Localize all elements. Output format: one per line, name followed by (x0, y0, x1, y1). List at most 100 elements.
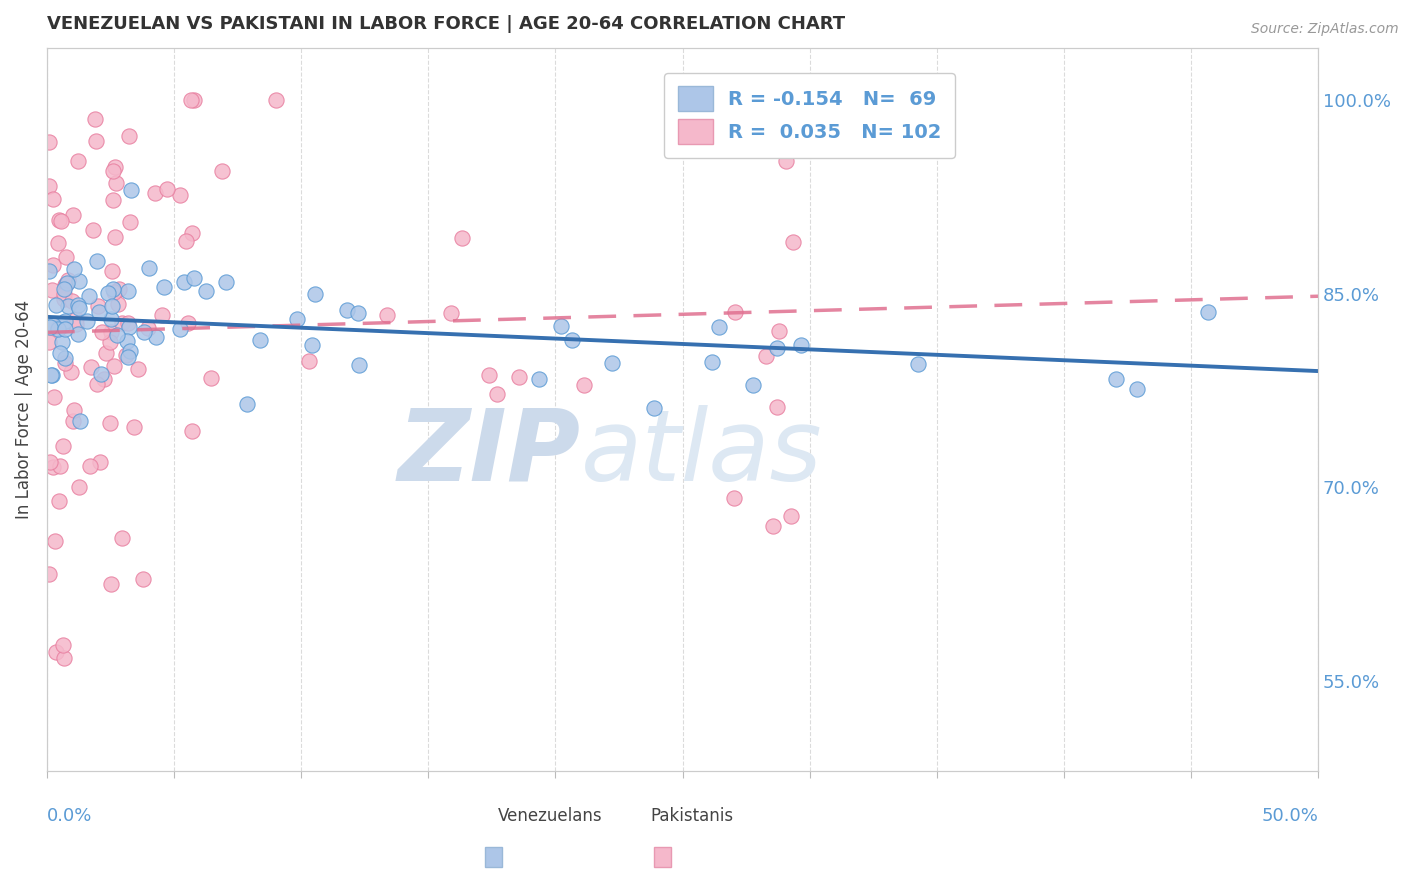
Point (765, 341, 787, 355)
Point (53, 322, 76, 336)
Point (105, 328, 128, 343)
Point (38, 264, 60, 278)
Point (111, 531, 134, 545)
Point (143, 186, 166, 200)
Point (132, 326, 155, 340)
Point (127, 362, 149, 376)
Point (100, 311, 122, 326)
Point (103, 285, 125, 299)
Point (60, 293, 83, 308)
Legend: R = -0.154   N=  69, R =  0.035   N= 102: R = -0.154 N= 69, R = 0.035 N= 102 (664, 72, 955, 158)
Point (723, 491, 745, 506)
Point (110, 316, 132, 330)
Point (298, 353, 321, 368)
Point (84, 134, 107, 148)
Point (118, 128, 141, 143)
Point (180, 93, 202, 107)
Point (63, 403, 86, 417)
Point (97, 286, 120, 301)
Point (67, 301, 90, 316)
Point (285, 312, 308, 326)
Point (87, 305, 110, 319)
Point (508, 369, 530, 384)
Point (77, 289, 100, 303)
Point (766, 400, 789, 414)
Point (115, 334, 138, 348)
Point (194, 285, 217, 299)
Point (67, 274, 90, 288)
Point (76, 314, 98, 328)
Point (173, 276, 195, 290)
Point (136, 321, 159, 335)
Point (82, 223, 104, 237)
Point (41, 368, 63, 383)
Point (44, 533, 66, 548)
Point (153, 280, 176, 294)
Point (117, 317, 139, 331)
Point (53, 356, 76, 370)
Point (53, 313, 76, 327)
Point (1105, 372, 1128, 386)
Point (724, 305, 747, 319)
Point (38, 334, 60, 349)
Point (39, 320, 62, 334)
Point (183, 271, 205, 285)
Point (83, 112, 105, 127)
Point (346, 305, 368, 319)
Point (301, 337, 323, 351)
Point (69, 414, 91, 428)
Point (120, 343, 142, 358)
Point (89, 455, 111, 469)
Point (90, 367, 112, 381)
Point (790, 338, 813, 352)
Point (42, 318, 65, 333)
Point (768, 324, 790, 338)
Point (118, 215, 141, 229)
Point (52, 439, 75, 453)
Text: atlas: atlas (581, 405, 823, 501)
Point (527, 372, 550, 386)
Point (48, 493, 70, 508)
Point (67, 480, 90, 494)
Point (87, 299, 110, 313)
Point (38, 566, 60, 581)
Point (42, 193, 65, 207)
Point (62, 261, 84, 276)
Point (53, 278, 76, 293)
Point (375, 308, 398, 322)
Point (117, 284, 139, 298)
Point (115, 348, 138, 362)
Text: 0.0%: 0.0% (46, 807, 93, 825)
Point (51, 318, 73, 333)
Point (700, 355, 723, 369)
Point (550, 318, 572, 333)
Point (780, 509, 803, 524)
Point (56, 272, 79, 286)
Point (56, 299, 79, 313)
Point (104, 160, 127, 174)
Point (117, 350, 139, 364)
Point (762, 519, 785, 533)
Point (55, 276, 77, 290)
Point (66, 298, 89, 312)
Point (200, 371, 222, 385)
Point (347, 358, 370, 372)
Point (48, 212, 70, 227)
Point (336, 303, 359, 318)
Point (38, 455, 60, 469)
Point (46, 235, 69, 250)
Point (101, 264, 124, 278)
Point (775, 154, 797, 169)
Point (1197, 305, 1219, 319)
Point (561, 333, 583, 347)
Point (478, 368, 501, 382)
Point (103, 359, 125, 374)
Point (79, 459, 101, 474)
Point (96, 346, 118, 360)
Point (236, 397, 259, 411)
Point (104, 230, 127, 244)
Point (183, 93, 205, 107)
Point (907, 357, 929, 371)
Point (101, 193, 124, 207)
Point (122, 420, 145, 434)
